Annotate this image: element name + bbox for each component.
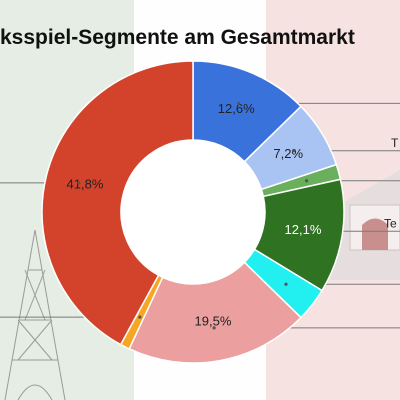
leader-dot bbox=[77, 181, 81, 185]
slice-value-label: 19,5% bbox=[195, 314, 232, 329]
chart-title: ksspiel-Segmente am Gesamtmarkt bbox=[0, 26, 355, 49]
arch-image bbox=[330, 170, 400, 280]
slice-value-label: 12,1% bbox=[285, 222, 322, 237]
legend-label: T bbox=[391, 136, 399, 150]
leader-dot bbox=[212, 326, 216, 330]
leader-dot bbox=[284, 282, 288, 286]
slice-value-label: 41,8% bbox=[67, 176, 104, 191]
leader-dot bbox=[292, 149, 296, 153]
leader-dot bbox=[237, 101, 241, 106]
tower-image bbox=[4, 230, 66, 400]
leader-dot bbox=[304, 179, 309, 183]
legend-label: Te bbox=[384, 216, 397, 230]
slice-value-label: 12,6% bbox=[218, 101, 255, 116]
leader-dot bbox=[138, 315, 142, 319]
leader-dot bbox=[307, 229, 311, 233]
slice-value-label: 7,2% bbox=[273, 146, 303, 161]
donut-slice bbox=[41, 60, 194, 346]
donut-hole bbox=[121, 140, 265, 284]
